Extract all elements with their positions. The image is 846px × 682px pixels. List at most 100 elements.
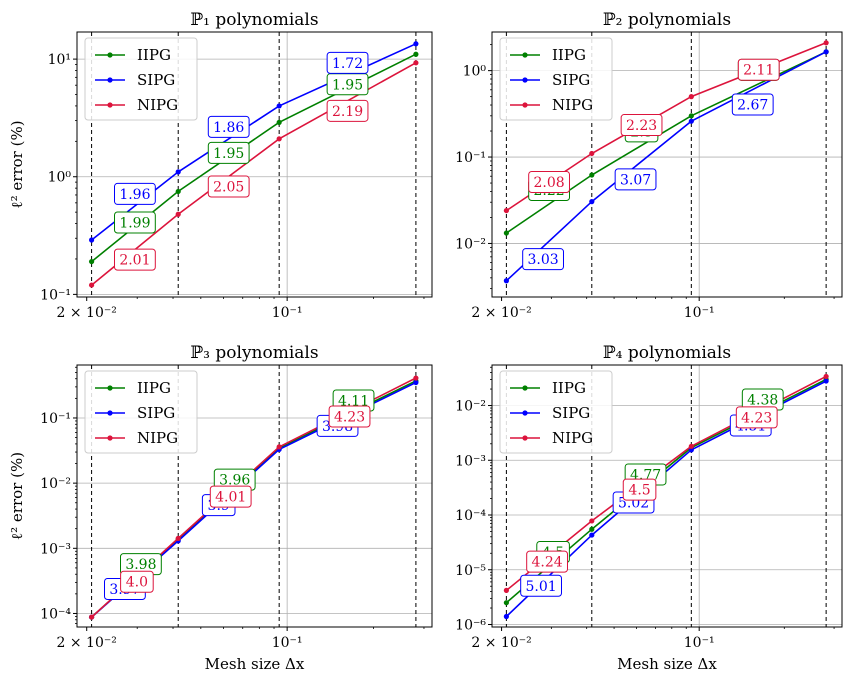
subplot-4: 4.54.774.385.015.024.514.244.54.2310⁻⁶10… xyxy=(455,343,843,673)
y-axis-label: ℓ² error (%) xyxy=(8,120,26,208)
rate-value: 2.19 xyxy=(332,104,363,120)
y-tick-label: 10⁻⁴ xyxy=(455,508,486,524)
legend-label-sipg: SIPG xyxy=(552,404,590,422)
data-point-iipg xyxy=(688,113,694,119)
x-tick-label: 10⁻¹ xyxy=(272,305,303,321)
data-point-sipg xyxy=(413,379,419,386)
rate-box xyxy=(735,406,778,429)
rate-value: 4.38 xyxy=(747,393,778,409)
data-point-nipg xyxy=(688,443,694,449)
data-point-sipg xyxy=(88,237,95,243)
rate-value: 1.99 xyxy=(119,216,150,232)
y-tick-label: 10⁻² xyxy=(455,399,486,415)
rate-value: 4.23 xyxy=(741,410,772,426)
legend-marker-nipg xyxy=(522,102,528,108)
legend-marker-sipg xyxy=(522,77,528,83)
data-point-iipg xyxy=(589,172,595,178)
series-line-iipg xyxy=(505,51,827,234)
y-tick-label: 10⁻⁶ xyxy=(455,617,486,633)
y-tick-label: 10¹ xyxy=(48,52,71,68)
y-tick-label: 10⁻² xyxy=(455,236,486,252)
rate-value: 4.23 xyxy=(334,409,365,425)
legend-label-nipg: NIPG xyxy=(137,429,178,447)
data-point-sipg xyxy=(503,278,509,284)
rate-box xyxy=(528,171,570,194)
legend: IIPG SIPG NIPG xyxy=(499,37,613,121)
x-axis-label: Mesh size Δx xyxy=(205,655,305,673)
rate-label-sipg: 2.67 xyxy=(731,93,774,116)
rate-box xyxy=(614,168,657,191)
data-point-nipg xyxy=(413,375,419,381)
data-point-sipg xyxy=(175,169,181,175)
data-point-sipg xyxy=(276,103,282,109)
x-tick-label: 10⁻¹ xyxy=(684,305,715,321)
legend-box xyxy=(499,37,613,121)
rate-label-sipg: 1.86 xyxy=(207,115,250,138)
data-point-sipg xyxy=(688,447,694,453)
legend-marker-nipg xyxy=(522,435,528,441)
series-line-sipg xyxy=(505,51,827,282)
data-point-nipg xyxy=(503,587,509,593)
rate-box xyxy=(731,93,774,116)
rate-label-iipg: 3.98 xyxy=(120,553,162,576)
rate-box xyxy=(620,114,663,137)
data-point-nipg xyxy=(589,518,595,524)
legend-label-iipg: IIPG xyxy=(552,46,586,64)
legend: IIPG SIPG NIPG xyxy=(84,370,198,454)
legend-marker-iipg xyxy=(107,52,113,58)
legend-label-sipg: SIPG xyxy=(552,71,590,89)
rate-label-sipg: 3.07 xyxy=(614,168,657,191)
axes-frame xyxy=(491,31,843,298)
data-point-sipg xyxy=(823,378,829,384)
y-tick-label: 10⁻¹ xyxy=(455,150,486,166)
legend: IIPG SIPG NIPG xyxy=(499,370,613,454)
data-point-nipg xyxy=(88,614,95,620)
rate-value: 2.01 xyxy=(119,253,150,269)
rate-value: 3.96 xyxy=(219,473,250,489)
data-point-nipg xyxy=(688,94,694,100)
data-point-nipg xyxy=(503,207,509,214)
axes-frame xyxy=(76,31,433,298)
legend-label-sipg: SIPG xyxy=(137,71,175,89)
rate-box xyxy=(209,485,252,508)
data-point-sipg xyxy=(823,49,829,55)
x-tick-label: 2 × 10⁻² xyxy=(57,305,117,321)
data-point-iipg xyxy=(503,230,509,236)
data-point-iipg xyxy=(276,119,282,125)
legend-label-iipg: IIPG xyxy=(137,379,171,397)
subplot-title: ℙ₂ polynomials xyxy=(603,10,731,30)
legend-marker-nipg xyxy=(107,102,113,108)
legend-marker-nipg xyxy=(107,435,113,441)
rate-label-iipg: 1.95 xyxy=(207,141,250,164)
rate-value: 1.86 xyxy=(213,120,244,136)
data-point-nipg xyxy=(276,136,282,142)
rate-label-iipg: 4.38 xyxy=(741,388,784,411)
data-point-nipg xyxy=(413,60,419,66)
y-tick-label: 10⁻³ xyxy=(455,453,486,469)
rate-label-sipg: 3.03 xyxy=(522,248,564,271)
subplot-title: ℙ₄ polynomials xyxy=(603,343,731,363)
y-tick-label: 10⁰ xyxy=(48,170,72,186)
rate-value: 1.96 xyxy=(119,187,150,203)
data-point-nipg xyxy=(175,535,181,541)
data-point-iipg xyxy=(589,526,595,532)
rate-label-nipg: 4.01 xyxy=(209,485,252,508)
rate-value: 2.08 xyxy=(534,175,565,191)
legend-label-iipg: IIPG xyxy=(137,46,171,64)
rate-label-nipg: 4.23 xyxy=(328,405,371,428)
axes-frame xyxy=(491,364,843,628)
subplot-3: 3.983.964.113.973.93.984.04.014.2310⁻⁴10… xyxy=(8,343,433,673)
rate-value: 4.01 xyxy=(215,490,246,506)
data-point-nipg xyxy=(589,150,595,157)
rate-box xyxy=(520,574,562,597)
x-tick-label: 10⁻¹ xyxy=(272,635,303,651)
rate-label-sipg: 1.96 xyxy=(114,182,156,205)
legend-label-nipg: NIPG xyxy=(552,96,593,114)
subplot-2: 2.222.52.373.033.072.672.082.232.1110⁻²1… xyxy=(455,10,843,321)
data-point-nipg xyxy=(88,282,95,288)
rate-box xyxy=(737,58,780,81)
data-point-iipg xyxy=(503,600,509,606)
rate-value: 2.11 xyxy=(743,63,774,79)
